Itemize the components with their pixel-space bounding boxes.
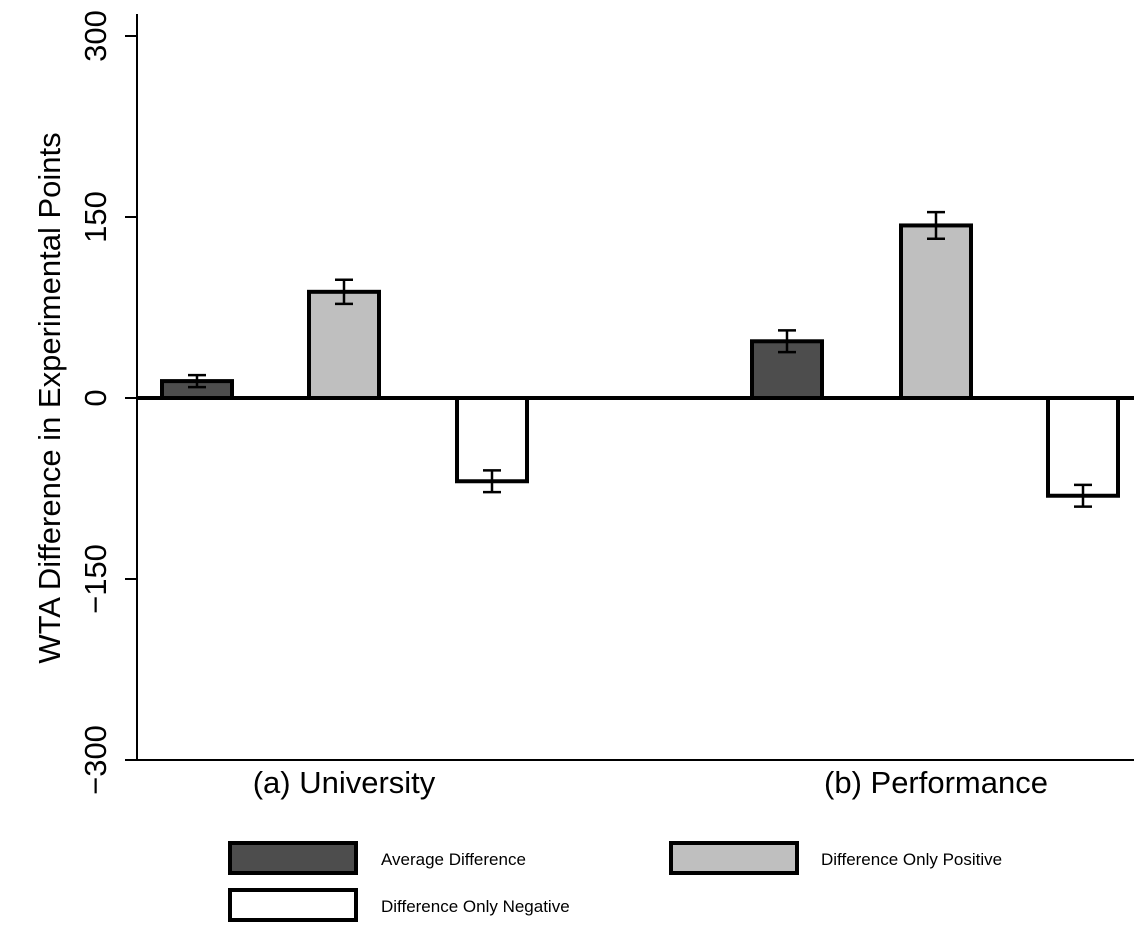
legend-label: Difference Only Negative bbox=[381, 897, 570, 916]
bar bbox=[307, 289, 381, 400]
group-labels: (a) University (b) Performance bbox=[253, 765, 1048, 800]
bar bbox=[1046, 396, 1120, 498]
category-label: (b) Performance bbox=[824, 765, 1048, 800]
legend-label: Average Difference bbox=[381, 850, 526, 869]
y-tick-label: −300 bbox=[78, 725, 113, 795]
bars bbox=[160, 223, 1120, 498]
legend-swatch bbox=[228, 841, 358, 875]
y-tick-label: 300 bbox=[78, 10, 113, 62]
y-tick-label: 0 bbox=[78, 389, 113, 406]
legend: Average Difference Difference Only Positi… bbox=[228, 841, 1002, 922]
y-tick-label: −150 bbox=[78, 544, 113, 614]
y-axis-label: WTA Difference in Experimental Points bbox=[32, 132, 67, 663]
legend-label: Difference Only Positive bbox=[821, 850, 1002, 869]
category-label: (a) University bbox=[253, 765, 436, 800]
legend-swatch bbox=[669, 841, 799, 875]
bar bbox=[899, 223, 973, 400]
error-bars bbox=[188, 210, 1092, 508]
bar bbox=[455, 396, 529, 484]
y-axis: −300 −150 0 150 300 bbox=[78, 10, 1134, 795]
legend-swatch bbox=[228, 888, 358, 922]
y-tick-label: 150 bbox=[78, 191, 113, 243]
